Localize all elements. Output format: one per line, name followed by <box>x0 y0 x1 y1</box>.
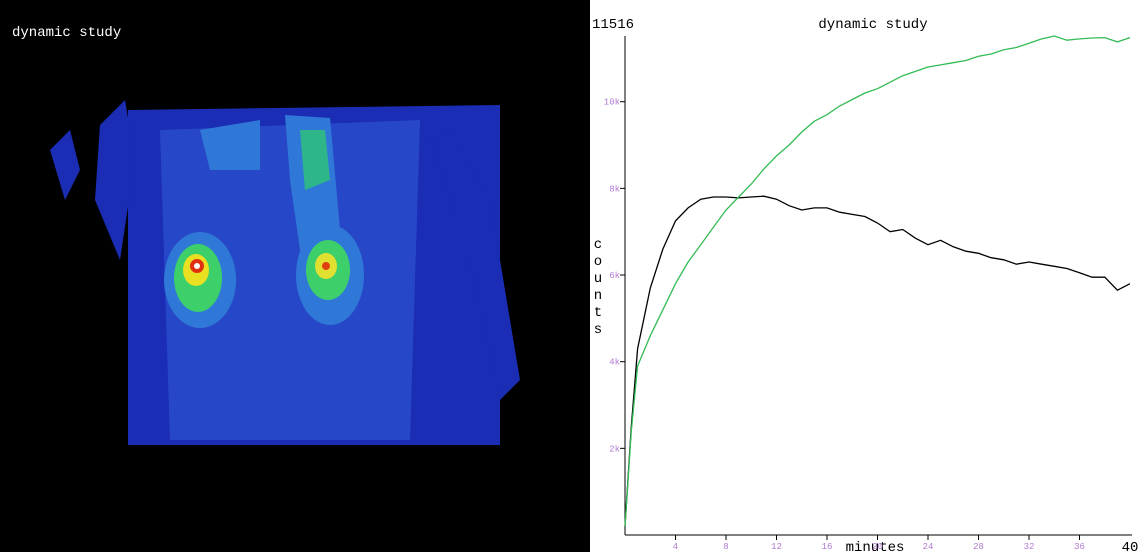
x-tick-label: 8 <box>723 542 728 552</box>
scintigram: dynamic study <box>0 0 590 552</box>
x-tick-label: 12 <box>771 542 782 552</box>
x-tick-label: 24 <box>923 542 934 552</box>
x-tick-label: 16 <box>822 542 833 552</box>
x-tick-label: 4 <box>673 542 678 552</box>
y-tick-label: 2k <box>609 444 620 454</box>
x-tick-label: 32 <box>1024 542 1035 552</box>
chart-title: dynamic study <box>818 17 927 33</box>
y-tick-label: 10k <box>604 98 620 108</box>
y-tick-label: 8k <box>609 184 620 194</box>
series-line <box>624 195 1131 527</box>
y-tick-label: 4k <box>609 358 620 368</box>
x-axis-label: minutes <box>846 540 905 552</box>
image-label: dynamic study <box>12 25 121 41</box>
series-line <box>624 35 1131 527</box>
y-max-label: 11516 <box>592 17 634 33</box>
x-tick-label: 28 <box>973 542 984 552</box>
x-tick-label: 20 <box>872 542 883 552</box>
x-tick-label: 36 <box>1074 542 1085 552</box>
x-max-label: 40 <box>1122 540 1139 552</box>
y-tick-label: 6k <box>609 271 620 281</box>
